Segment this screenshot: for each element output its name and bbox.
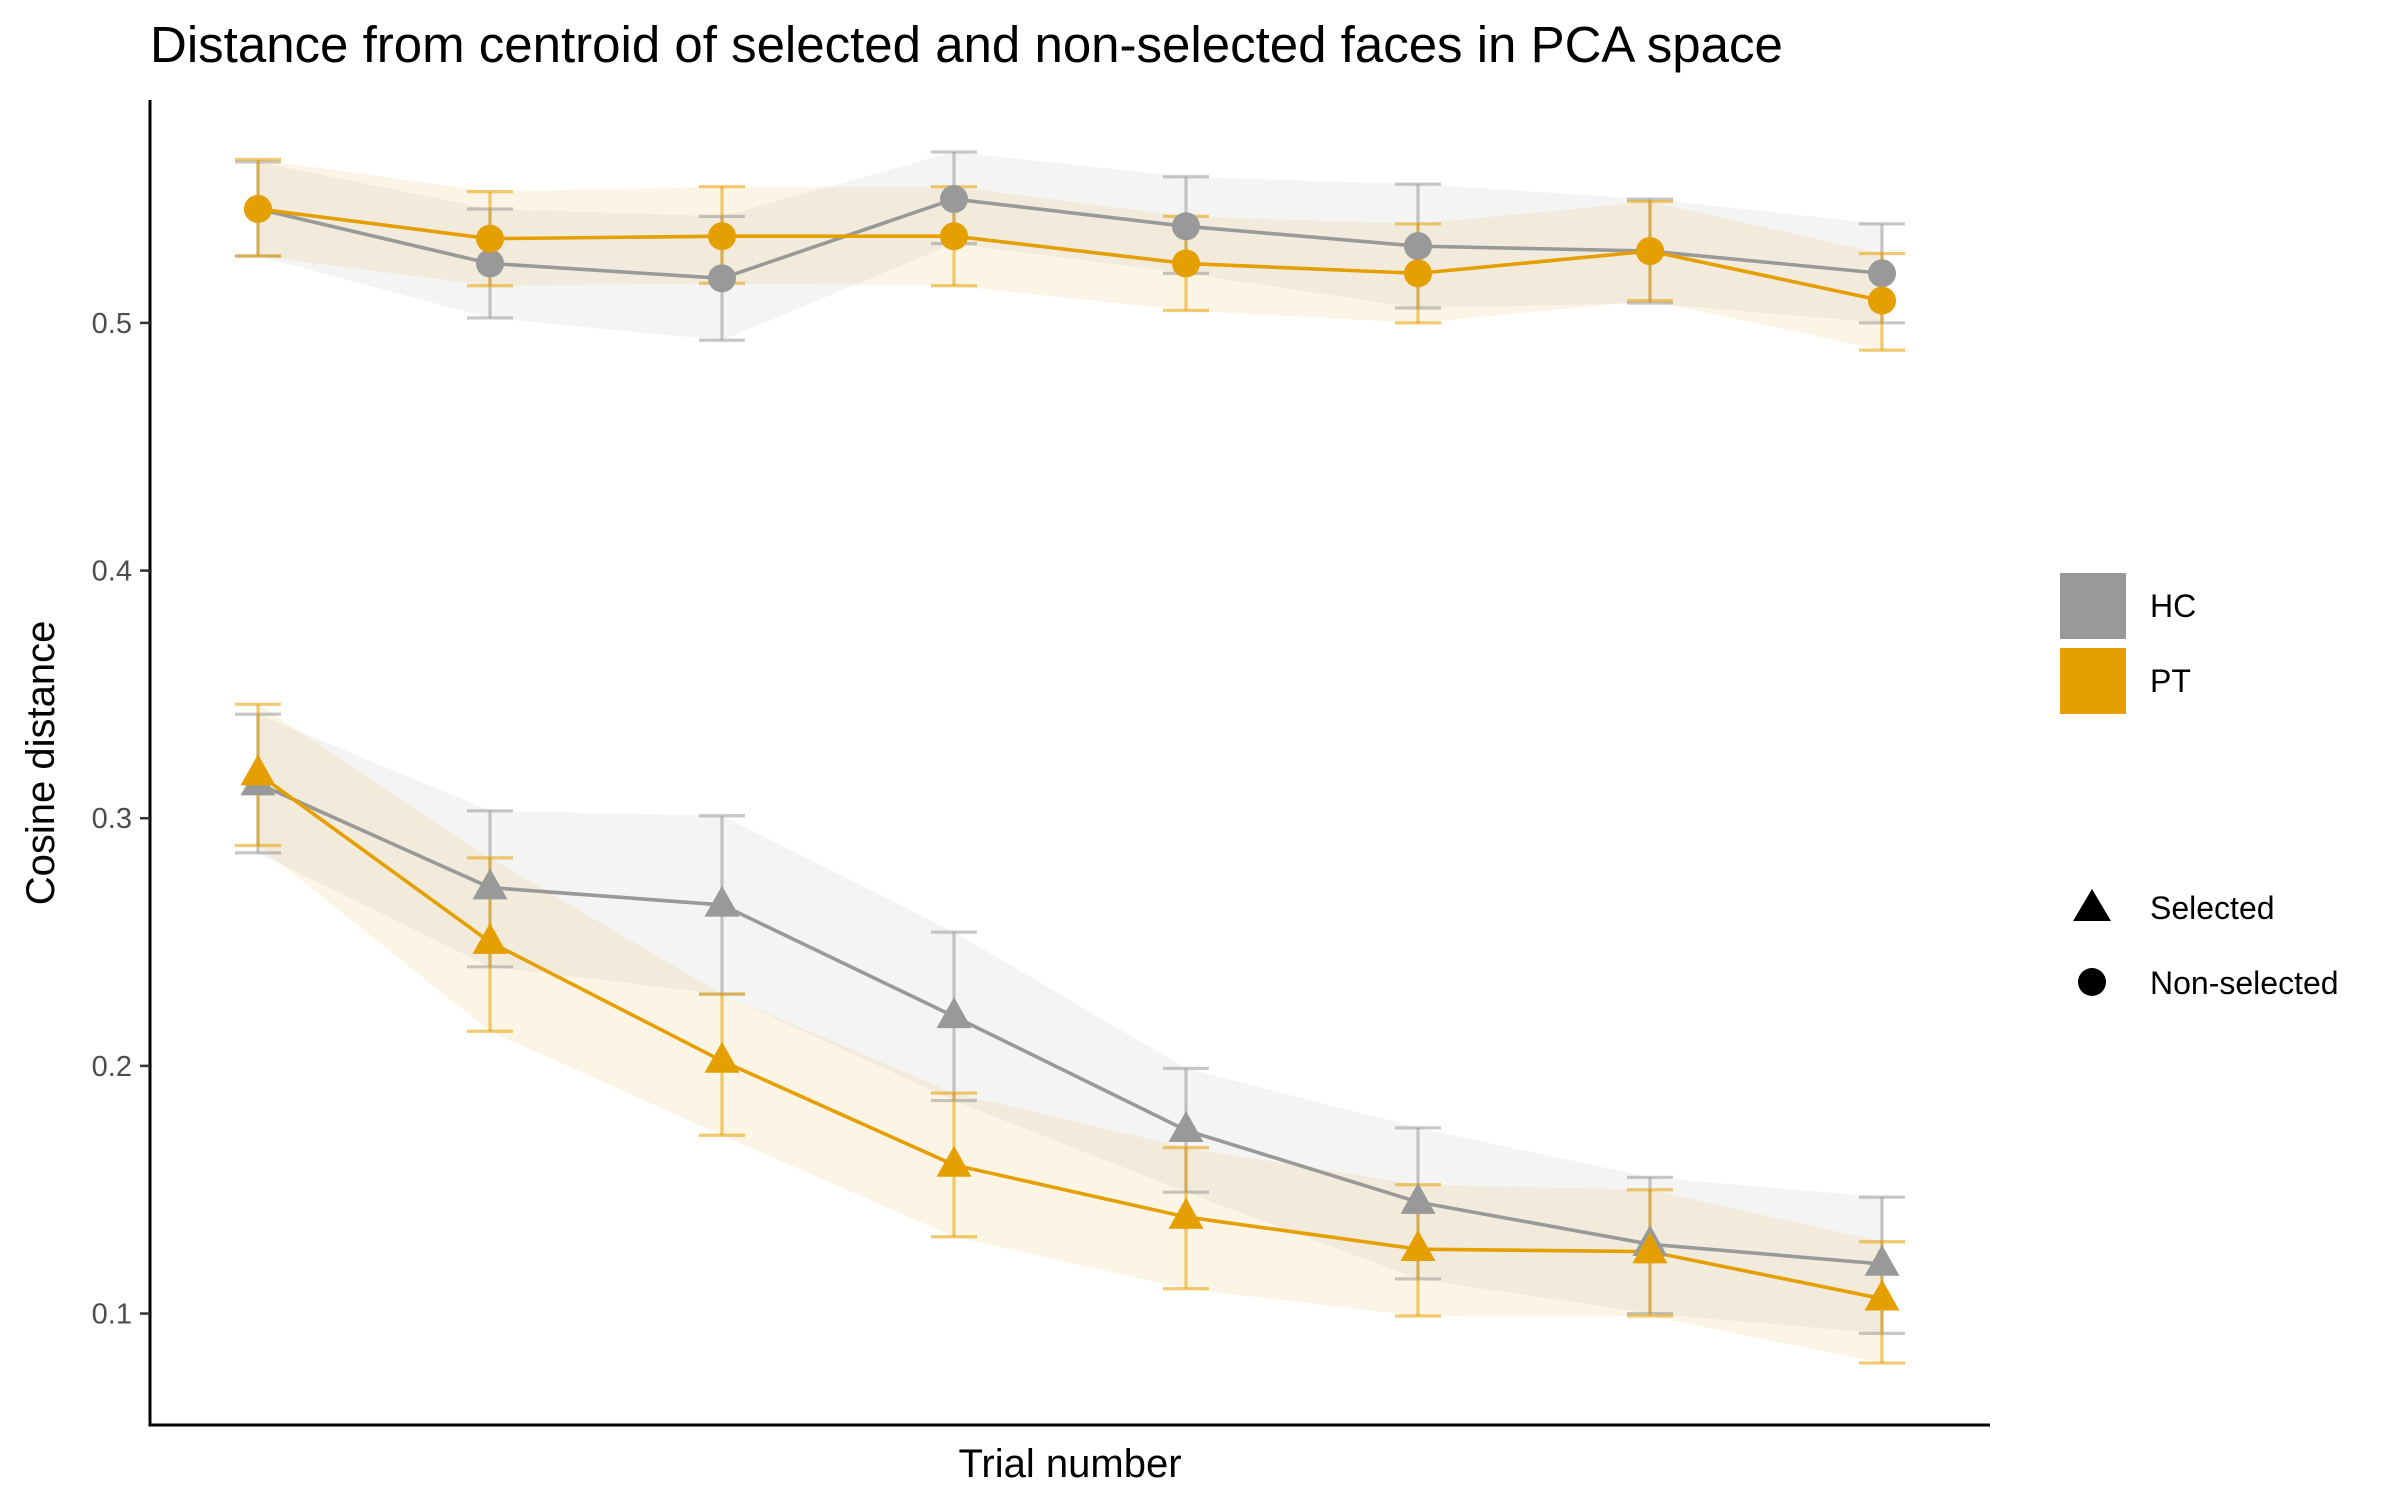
point-pt-nonselected	[1404, 259, 1432, 288]
x-axis-title: Trial number	[958, 1442, 1181, 1486]
series-line-hc-circle	[257, 197, 1883, 281]
y-tick-label: 0.1	[92, 1299, 132, 1331]
point-hc-nonselected	[708, 264, 736, 293]
point-pt-nonselected	[708, 222, 736, 251]
point-pt-nonselected	[244, 194, 272, 223]
point-hc-selected	[1168, 1111, 1204, 1143]
point-hc-selected	[1864, 1244, 1900, 1276]
point-pt-selected	[1400, 1229, 1436, 1261]
point-pt-selected	[936, 1145, 972, 1177]
point-pt-selected	[1632, 1232, 1668, 1264]
point-hc-selected	[704, 885, 740, 917]
chart-title: Distance from centroid of selected and n…	[150, 16, 1783, 73]
point-hc-nonselected	[940, 185, 968, 214]
point-pt-nonselected	[1172, 249, 1200, 278]
point-pt-nonselected	[1636, 237, 1664, 266]
point-hc-nonselected	[476, 249, 504, 278]
point-hc-selected	[1400, 1182, 1436, 1214]
point-hc-nonselected	[1404, 232, 1432, 261]
point-hc-nonselected	[1172, 212, 1200, 241]
y-tick-label: 0.5	[92, 308, 132, 340]
ribbon-hc-triangle	[258, 714, 1882, 1334]
legend-swatch-pt	[2060, 648, 2126, 714]
y-tick-label: 0.3	[92, 803, 132, 835]
y-tick-label: 0.2	[92, 1051, 132, 1083]
point-pt-selected	[1864, 1279, 1900, 1311]
y-axis-title: Cosine distance	[19, 621, 63, 906]
series-line-pt-circle	[257, 207, 1883, 303]
legend-label-hc: HC	[2150, 588, 2196, 624]
plot-area	[235, 150, 1905, 1365]
legend-label-pt: PT	[2150, 663, 2191, 699]
point-pt-selected	[1168, 1197, 1204, 1229]
point-pt-nonselected	[476, 224, 504, 253]
legend-label-selected: Selected	[2150, 890, 2275, 926]
y-axis-ticks: 0.1 0.2 0.3 0.4 0.5	[92, 308, 150, 1331]
legend-circle-icon	[2078, 968, 2106, 996]
legend-swatch-hc	[2060, 573, 2126, 639]
point-pt-selected	[472, 922, 508, 954]
ribbon-hc-circle	[258, 152, 1882, 341]
point-pt-nonselected	[1868, 286, 1896, 315]
ribbon-pt-circle	[258, 159, 1882, 351]
legend-triangle-icon	[2073, 889, 2111, 921]
point-hc-selected	[472, 868, 508, 900]
point-hc-selected	[936, 997, 972, 1029]
series-line-pt-triangle	[256, 772, 1883, 1301]
ribbon-pt-triangle	[258, 704, 1882, 1364]
legend-label-non-selected: Non-selected	[2150, 965, 2339, 1001]
point-pt-selected	[704, 1041, 740, 1073]
point-pt-selected	[240, 754, 276, 786]
series-line-hc-triangle	[257, 781, 1883, 1266]
point-hc-nonselected	[1868, 259, 1896, 288]
point-pt-nonselected	[940, 222, 968, 251]
legend: HC PT Selected Non-selected	[2060, 573, 2339, 1001]
y-tick-label: 0.4	[92, 556, 132, 588]
